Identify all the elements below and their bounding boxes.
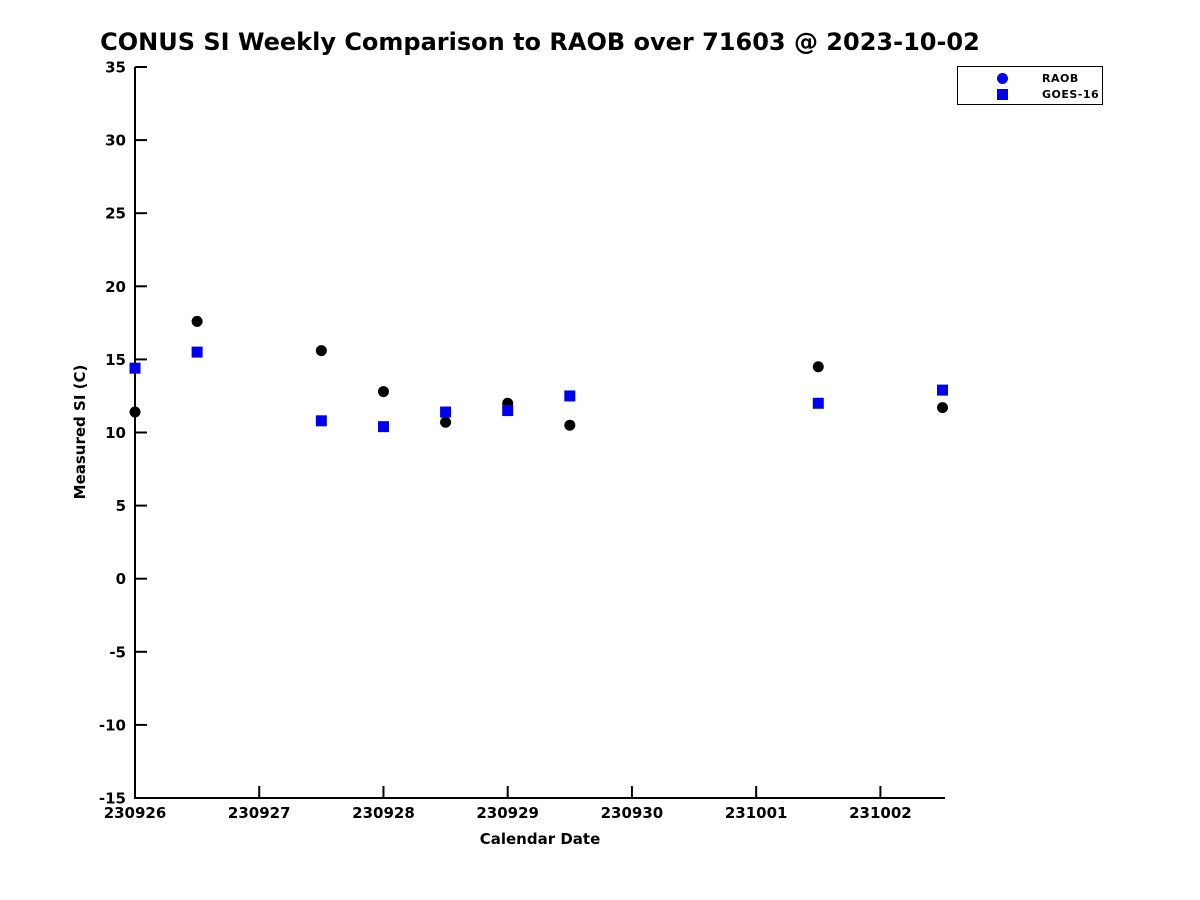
data-point-goes16 <box>377 421 389 433</box>
data-point-goes16 <box>129 362 141 374</box>
y-tick-label: 10 <box>105 424 126 442</box>
data-point-goes16 <box>440 406 452 418</box>
data-point-goes16 <box>315 415 327 427</box>
y-tick-label: 5 <box>116 497 126 515</box>
data-point-raob <box>440 416 452 428</box>
x-axis-label: Calendar Date <box>479 830 601 848</box>
chart-title: CONUS SI Weekly Comparison to RAOB over … <box>100 28 980 56</box>
legend-label-raob: RAOB <box>1042 71 1079 85</box>
raob-circle-marker-icon <box>997 72 1008 84</box>
x-tick-label: 231002 <box>849 804 912 822</box>
goes16-square-marker-icon <box>997 88 1008 100</box>
data-point-goes16 <box>564 390 576 402</box>
y-tick-label: 15 <box>105 351 126 369</box>
x-tick-label: 230928 <box>352 804 415 822</box>
data-point-raob <box>315 345 327 357</box>
x-tick-label: 230930 <box>601 804 664 822</box>
legend-item-goes16: GOES-16 <box>958 86 1102 102</box>
y-tick-label: 25 <box>105 205 126 223</box>
legend-label-goes16: GOES-16 <box>1042 87 1100 101</box>
y-tick-label: -10 <box>99 716 126 734</box>
data-point-goes16 <box>812 397 824 409</box>
y-tick-label: 0 <box>116 570 126 588</box>
x-tick-label: 230929 <box>476 804 539 822</box>
y-tick-label: 35 <box>105 59 126 77</box>
y-tick-label: -5 <box>109 643 126 661</box>
data-point-raob <box>191 315 203 327</box>
x-tick-label: 230926 <box>104 804 167 822</box>
data-point-goes16 <box>502 405 514 417</box>
data-point-goes16 <box>191 346 203 358</box>
legend-item-raob: RAOB <box>958 70 1102 86</box>
x-tick-label: 230927 <box>228 804 291 822</box>
legend: RAOB GOES-16 <box>957 66 1103 105</box>
data-point-raob <box>129 406 141 418</box>
data-point-raob <box>937 402 949 414</box>
data-point-raob <box>812 361 824 373</box>
y-tick-label: -15 <box>99 790 126 808</box>
data-point-raob <box>564 419 576 431</box>
x-tick-label: 231001 <box>725 804 788 822</box>
data-point-raob <box>377 386 389 398</box>
y-tick-label: 20 <box>105 278 126 296</box>
y-tick-label: 30 <box>105 132 126 150</box>
data-point-goes16 <box>937 384 949 396</box>
